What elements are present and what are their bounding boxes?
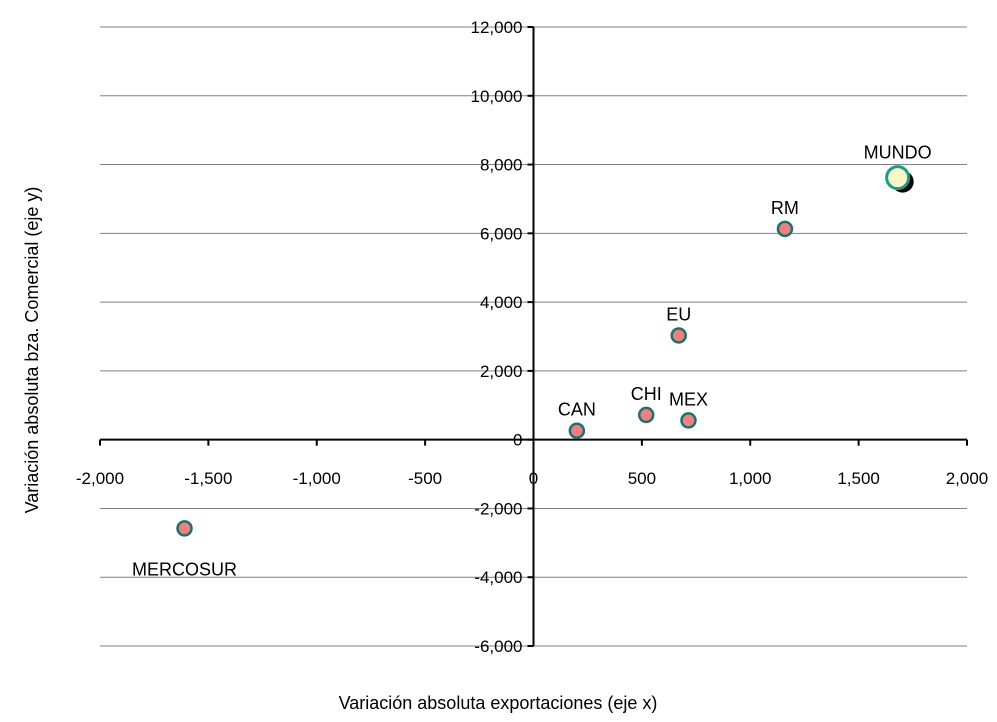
data-point — [176, 520, 193, 537]
x-tick-label: 1,500 — [837, 469, 880, 488]
x-tick-label: -2,000 — [76, 469, 124, 488]
point-label: MUNDO — [864, 143, 932, 163]
y-tick-label: 2,000 — [480, 362, 523, 381]
y-axis-title: Variación absoluta bza. Comercial (eje y… — [22, 187, 42, 514]
x-tick-label: -1,000 — [293, 469, 341, 488]
x-tick-label: 2,000 — [946, 469, 989, 488]
point-label: MERCOSUR — [132, 559, 237, 579]
axes — [99, 26, 968, 647]
data-point — [776, 220, 794, 238]
y-tick-label: -4,000 — [474, 568, 522, 587]
y-tick-label: 10,000 — [471, 87, 523, 106]
x-axis-title: Variación absoluta exportaciones (eje x) — [339, 693, 658, 713]
x-tick-label: 1,000 — [729, 469, 772, 488]
y-tick-label: -2,000 — [474, 499, 522, 518]
data-point — [670, 327, 687, 344]
x-tick-label: 0 — [529, 469, 538, 488]
x-tick-label: 500 — [628, 469, 656, 488]
point-label: CHI — [631, 384, 662, 404]
y-tick-label: 4,000 — [480, 293, 523, 312]
point-label: CAN — [558, 400, 596, 420]
y-tick-label: 0 — [513, 431, 522, 450]
point-label: EU — [666, 304, 691, 324]
tick-labels: -2,000 -1,500 -1,000 -500 0 500 1,000 1,500 2,00… — [76, 18, 988, 656]
y-tick-label: -6,000 — [474, 637, 522, 656]
y-tick-label: 12,000 — [471, 18, 523, 37]
y-tick-label: 6,000 — [480, 224, 523, 243]
data-point — [637, 406, 655, 424]
x-tick-label: -1,500 — [184, 469, 232, 488]
data-points: MERCOSUR CAN CHI MEX EU RM MUNDO — [132, 143, 932, 580]
y-tick-label: 8,000 — [480, 156, 523, 175]
data-point — [680, 412, 697, 429]
x-tick-label: -500 — [408, 469, 442, 488]
data-point — [885, 165, 911, 191]
point-label: RM — [771, 198, 799, 218]
data-point — [568, 422, 586, 439]
point-label: MEX — [669, 389, 708, 409]
